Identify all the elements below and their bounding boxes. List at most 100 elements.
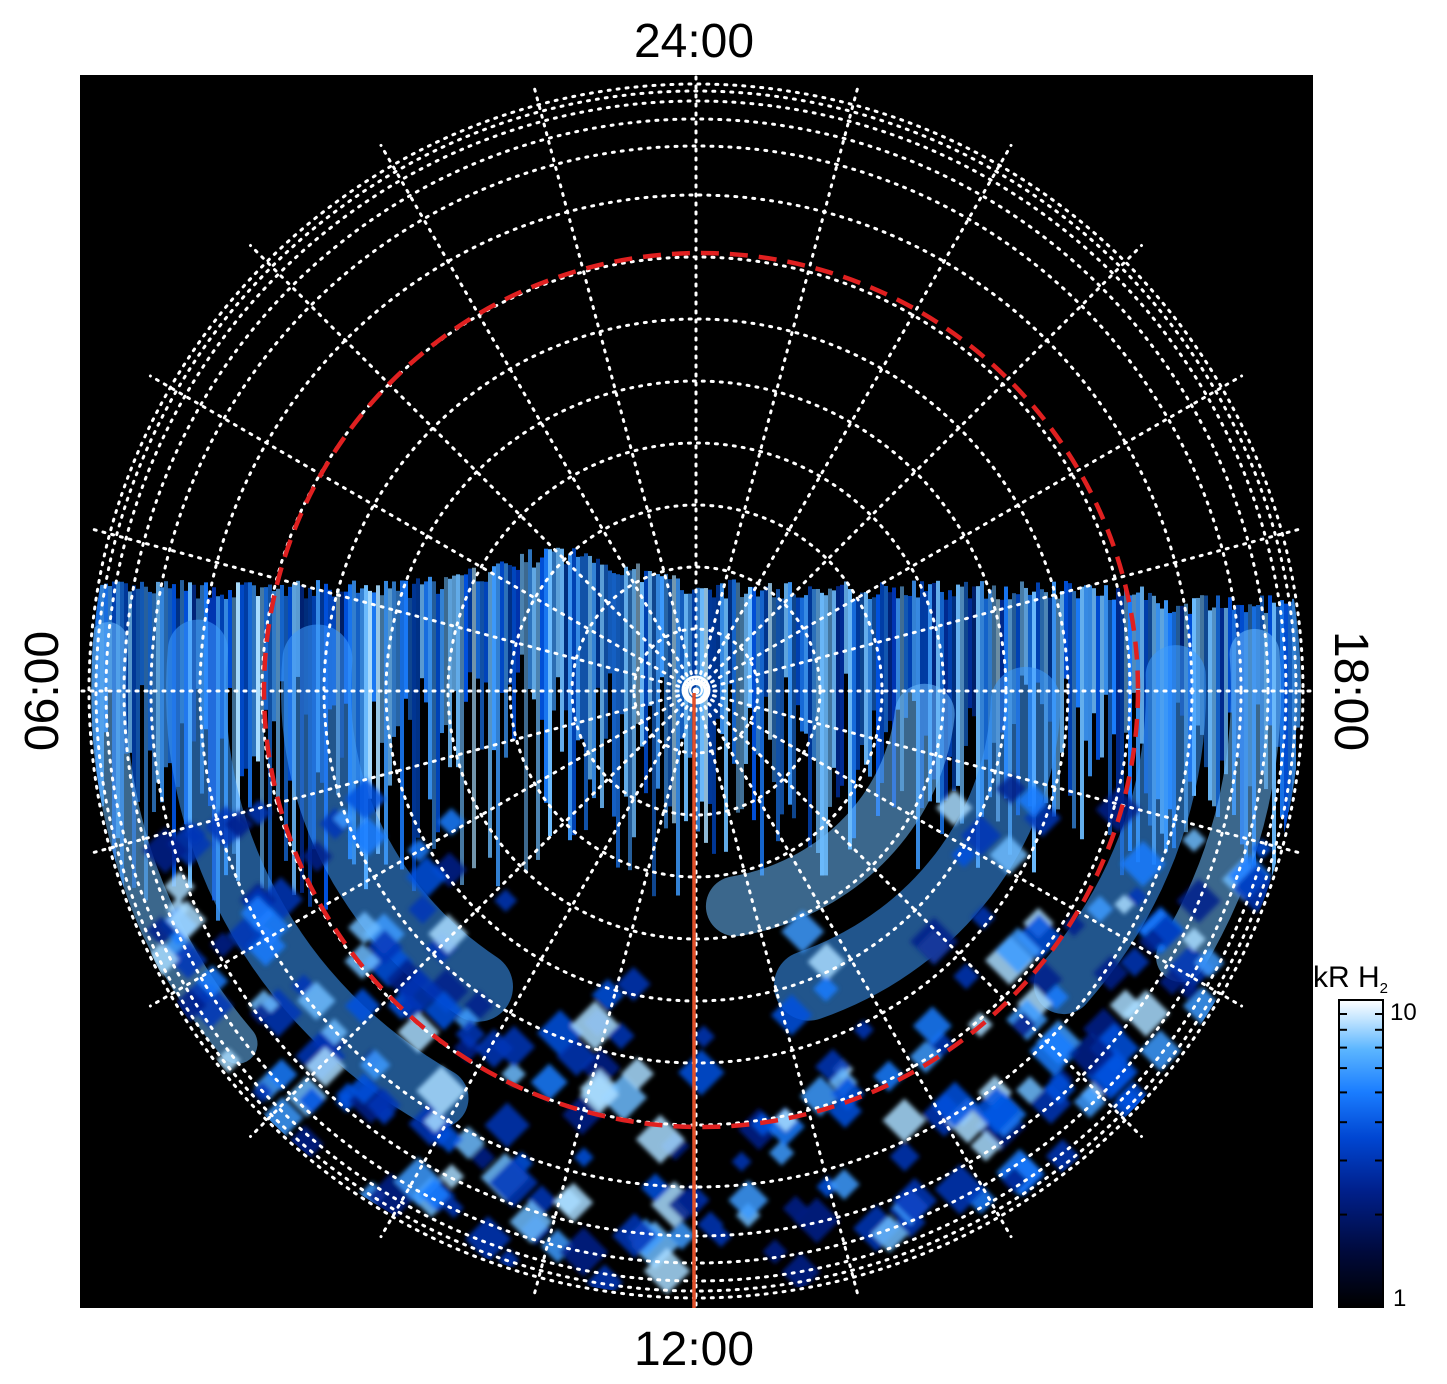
colorbar-unit-label: kR H2 — [1313, 961, 1388, 997]
emission-patch — [558, 1227, 609, 1277]
emission-patch — [781, 909, 825, 954]
emission-patch — [406, 856, 448, 898]
emission-streak — [352, 580, 356, 865]
emission-streak — [280, 584, 284, 682]
emission-streak — [368, 590, 372, 799]
emission-streak — [952, 596, 956, 792]
emission-streak — [852, 598, 856, 839]
emission-streak — [620, 575, 624, 715]
emission-patch — [428, 913, 468, 954]
emission-streak — [768, 583, 772, 740]
emission-patch — [678, 1049, 725, 1096]
emission-streak — [252, 585, 256, 757]
emission-patch — [643, 1247, 691, 1295]
emission-patch — [494, 888, 518, 913]
emission-streak — [256, 596, 260, 762]
emission-streak — [840, 584, 844, 786]
emission-streak — [1104, 585, 1108, 695]
emission-patch — [607, 1022, 635, 1050]
emission-streak — [752, 587, 756, 821]
emission-patch — [1001, 1166, 1028, 1194]
emission-streak — [824, 595, 828, 876]
emission-streak — [464, 574, 468, 702]
emission-streak — [560, 548, 564, 752]
emission-patch — [439, 1164, 465, 1190]
emission-patch — [301, 840, 333, 872]
emission-streak — [616, 574, 620, 868]
emission-streak — [536, 562, 540, 860]
emission-patch — [731, 1151, 752, 1172]
emission-streak — [476, 581, 480, 679]
emission-streak — [836, 586, 840, 798]
emission-streak — [580, 556, 584, 740]
emission-streak — [728, 579, 732, 685]
emission-patch — [892, 1177, 938, 1224]
emission-streak — [552, 551, 556, 711]
emission-streak — [864, 592, 868, 765]
emission-streak — [820, 592, 824, 876]
emission-streak — [468, 568, 472, 673]
emission-streak — [612, 573, 616, 817]
emission-streak — [636, 563, 640, 724]
emission-streak — [1208, 610, 1212, 801]
emission-streak — [872, 597, 876, 711]
emission-streak — [724, 598, 728, 852]
emission-streak — [948, 590, 952, 757]
emission-streak — [1040, 589, 1044, 705]
emission-streak — [296, 580, 300, 677]
emission-patch — [882, 1098, 927, 1143]
emission-streak — [668, 579, 672, 807]
emission-streak — [492, 566, 496, 751]
emission-streak — [788, 582, 792, 805]
emission-streak — [408, 597, 412, 720]
emission-patch — [509, 1199, 553, 1244]
emission-streak — [896, 598, 900, 710]
emission-streak — [868, 598, 872, 777]
emission-streak — [276, 588, 280, 802]
emission-streak — [1080, 586, 1084, 840]
emission-patch — [265, 1058, 298, 1091]
local-time-label-top: 24:00 — [634, 15, 754, 68]
emission-streak — [524, 562, 528, 872]
emission-streak — [1216, 595, 1220, 818]
emission-streak — [432, 581, 436, 849]
emission-patch — [931, 1081, 979, 1128]
longitude-line — [249, 244, 698, 693]
emission-streak — [1292, 598, 1296, 885]
emission-streak — [572, 548, 576, 836]
longitude-line — [531, 81, 698, 693]
emission-streak — [976, 586, 980, 868]
emission-streak — [876, 594, 880, 816]
emission-patch — [970, 905, 996, 930]
emission-streak — [748, 586, 752, 708]
emission-streak — [660, 576, 664, 678]
colorbar-ticks — [1339, 999, 1383, 1308]
emission-streak — [1060, 590, 1064, 753]
latitude-circle — [94, 89, 1298, 1293]
emission-patch — [667, 1220, 697, 1250]
emission-streak — [128, 591, 132, 753]
emission-streak — [700, 588, 704, 802]
emission-streak — [500, 561, 504, 693]
colorbar: kR H2 10 1 — [1313, 961, 1417, 1312]
emission-streak — [1108, 599, 1112, 836]
emission-streak — [884, 585, 888, 733]
emission-streak — [1220, 608, 1224, 761]
latitude-circle — [570, 565, 822, 817]
emission-streak — [1072, 591, 1076, 829]
emission-streak — [984, 598, 988, 760]
emission-patch — [870, 1214, 909, 1253]
latitude-circle — [508, 503, 884, 879]
emission-streak — [248, 582, 252, 808]
longitude-line — [694, 689, 1306, 856]
emission-streak — [808, 586, 812, 848]
reference-circle — [261, 250, 1141, 1130]
emission-streak — [260, 587, 264, 889]
emission-streak — [600, 564, 604, 809]
emission-streak — [264, 587, 268, 710]
emission-streak — [1204, 595, 1208, 768]
emission-streak — [528, 549, 532, 690]
colorbar-max-label: 10 — [1390, 999, 1417, 1026]
emission-patch — [1093, 955, 1129, 991]
